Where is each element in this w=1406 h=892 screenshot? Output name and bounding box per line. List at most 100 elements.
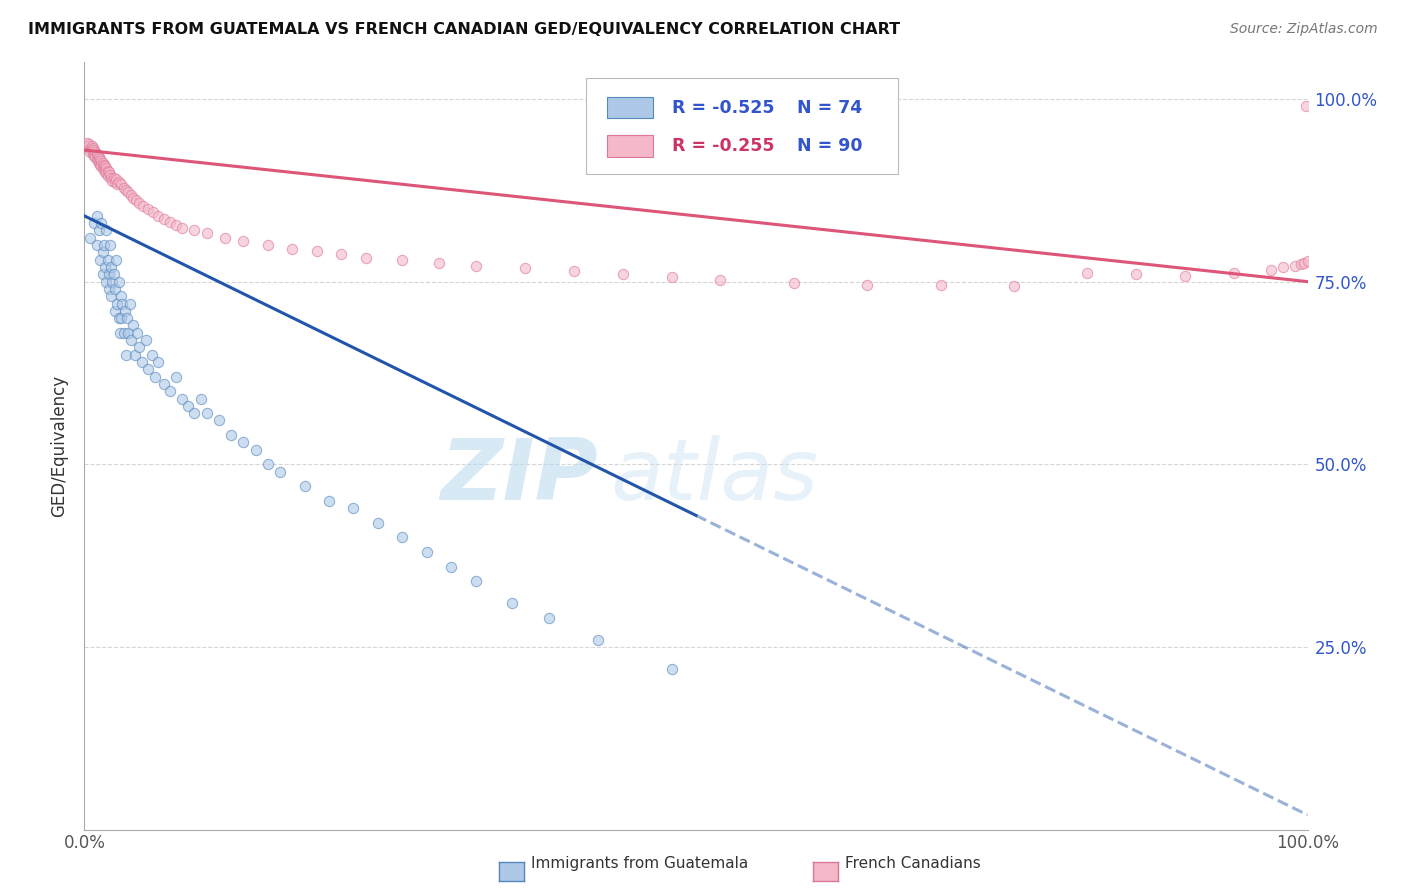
Text: N = 74: N = 74 xyxy=(797,99,863,117)
Point xyxy=(87,148,110,162)
Point xyxy=(90,154,112,169)
Point xyxy=(464,574,486,589)
Point xyxy=(89,152,111,166)
Point xyxy=(77,137,100,152)
Point xyxy=(86,152,108,166)
Point xyxy=(108,326,131,340)
Point xyxy=(142,205,165,219)
Point xyxy=(94,159,117,173)
Point xyxy=(125,326,148,340)
Point xyxy=(562,264,585,278)
Point xyxy=(87,154,110,169)
Point xyxy=(105,178,128,192)
Point xyxy=(440,559,463,574)
Point xyxy=(82,146,104,161)
Point xyxy=(136,362,159,376)
Point xyxy=(103,268,125,282)
Point xyxy=(96,275,118,289)
Point xyxy=(105,296,128,310)
Point xyxy=(105,252,128,267)
Point xyxy=(269,465,291,479)
Point xyxy=(97,163,120,178)
Point xyxy=(82,141,104,155)
Point xyxy=(100,170,122,185)
Point xyxy=(136,202,159,216)
Point xyxy=(190,392,212,406)
Point xyxy=(929,278,952,293)
Point xyxy=(1260,263,1282,277)
Point xyxy=(86,146,108,161)
Point xyxy=(110,289,132,303)
Point xyxy=(107,311,129,326)
Point xyxy=(80,139,103,153)
Point xyxy=(135,333,157,347)
Text: N = 90: N = 90 xyxy=(797,137,863,155)
Point xyxy=(96,223,118,237)
Point xyxy=(103,170,125,185)
Point xyxy=(84,145,107,159)
Point xyxy=(97,169,120,183)
Point xyxy=(97,268,120,282)
Point xyxy=(77,139,100,153)
Point xyxy=(183,406,205,420)
Point xyxy=(318,493,340,508)
Text: ZIP: ZIP xyxy=(440,435,598,518)
Point xyxy=(1076,266,1098,280)
FancyBboxPatch shape xyxy=(586,78,898,174)
Point xyxy=(172,392,194,406)
Point xyxy=(783,276,806,290)
Point xyxy=(86,238,108,252)
Point xyxy=(661,270,683,285)
Point xyxy=(305,244,328,258)
Point xyxy=(94,260,117,274)
Point xyxy=(159,384,181,399)
Point xyxy=(1223,266,1246,280)
Point xyxy=(97,252,120,267)
Point xyxy=(146,355,169,369)
Point xyxy=(538,610,561,624)
Point xyxy=(165,369,187,384)
Point xyxy=(90,216,112,230)
Point xyxy=(232,235,254,249)
Point xyxy=(709,273,731,287)
Point xyxy=(245,442,267,457)
Point xyxy=(107,175,129,189)
Point xyxy=(87,150,110,164)
Point xyxy=(416,545,439,559)
Point xyxy=(128,196,150,211)
Point xyxy=(172,221,194,235)
Point xyxy=(100,289,122,303)
Point xyxy=(93,238,115,252)
Point xyxy=(100,260,122,274)
Text: Source: ZipAtlas.com: Source: ZipAtlas.com xyxy=(1230,22,1378,37)
Point xyxy=(294,479,316,493)
Point xyxy=(101,174,124,188)
Point xyxy=(120,188,142,202)
Point xyxy=(208,413,231,427)
Point xyxy=(112,326,135,340)
Point xyxy=(97,282,120,296)
Point xyxy=(342,501,364,516)
Point xyxy=(89,252,111,267)
Point xyxy=(232,435,254,450)
Point xyxy=(1284,259,1306,273)
Bar xyxy=(606,97,654,119)
Point xyxy=(464,259,486,273)
Point xyxy=(79,231,101,245)
Point xyxy=(354,251,377,265)
Point xyxy=(114,303,136,318)
Point xyxy=(391,252,413,267)
Point xyxy=(98,168,121,182)
Point xyxy=(79,145,101,159)
Point xyxy=(93,158,115,172)
Point xyxy=(257,457,280,471)
Point xyxy=(97,165,120,179)
Point xyxy=(177,399,200,413)
Point xyxy=(86,209,108,223)
Point xyxy=(146,209,169,223)
Point xyxy=(96,166,118,180)
Point xyxy=(281,242,304,256)
Point xyxy=(661,662,683,676)
Point xyxy=(125,193,148,207)
Text: R = -0.525: R = -0.525 xyxy=(672,99,775,117)
